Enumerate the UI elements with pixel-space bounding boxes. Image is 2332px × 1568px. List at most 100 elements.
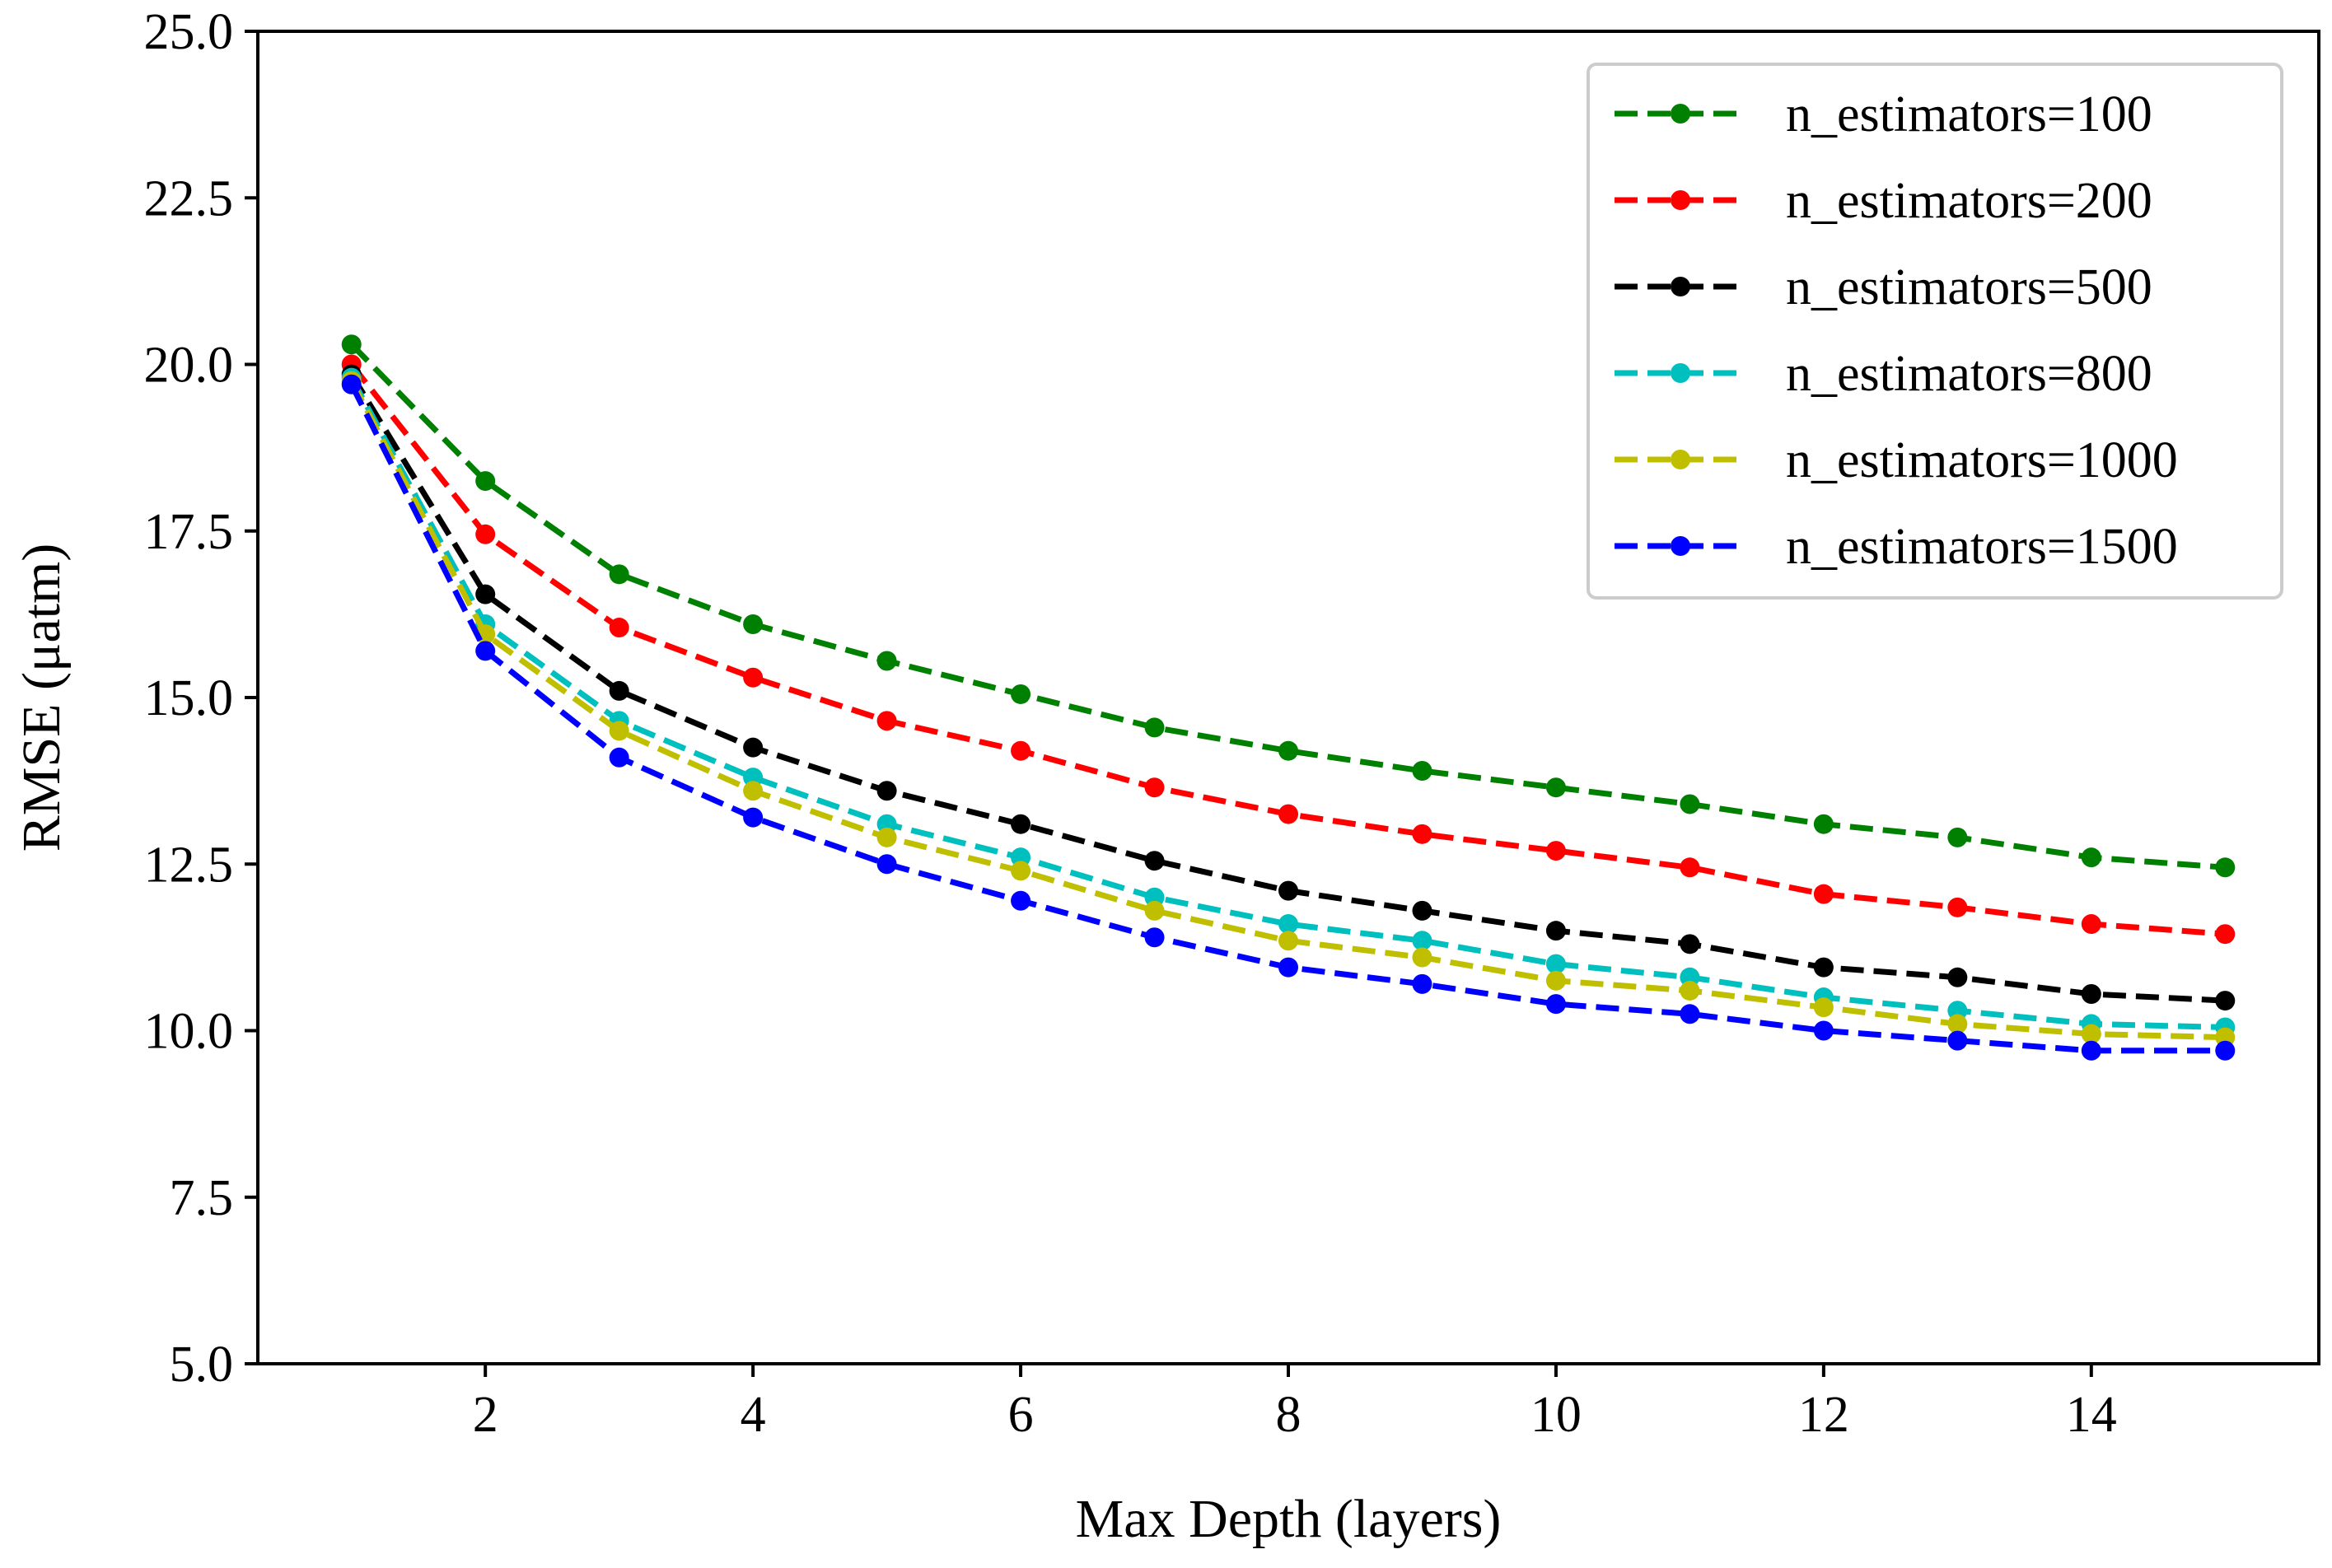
data-point [876, 651, 897, 671]
y-axis-label: RMSE (μatm) [12, 544, 72, 852]
data-point [341, 374, 362, 394]
data-point [2215, 991, 2236, 1011]
data-point [1680, 1004, 1700, 1024]
data-point [1011, 740, 1031, 761]
data-point [1144, 851, 1165, 871]
data-point [2081, 984, 2101, 1005]
data-point [1278, 740, 1298, 761]
data-point [876, 781, 897, 801]
data-point [743, 614, 764, 635]
data-point [1680, 934, 1700, 954]
legend-marker [1671, 277, 1690, 296]
data-point [1680, 980, 1700, 1001]
data-point [2081, 1024, 2101, 1044]
data-point [2081, 1040, 2101, 1061]
y-axis-ticks: 5.0 7.5 10.0 12.5 15.0 17.5 20.0 22.5 25.0 [144, 4, 258, 1393]
y-tick-label: 22.5 [144, 170, 234, 226]
legend-marker [1671, 450, 1690, 469]
data-point [1545, 921, 1566, 941]
legend-label: n_estimators=100 [1786, 86, 2152, 142]
legend-label: n_estimators=1500 [1786, 519, 2178, 575]
legend-marker [1671, 104, 1690, 124]
data-point [2215, 1040, 2236, 1061]
data-point [1144, 900, 1165, 921]
data-point [1412, 947, 1432, 968]
data-point [1278, 957, 1298, 978]
y-tick-label: 25.0 [144, 4, 234, 60]
data-point [876, 711, 897, 731]
data-point [1680, 794, 1700, 814]
data-point [1813, 957, 1834, 978]
x-tick-label: 10 [1531, 1387, 1582, 1443]
data-point [475, 641, 496, 661]
data-point [743, 737, 764, 758]
x-tick-label: 14 [2066, 1387, 2117, 1443]
data-point [1412, 900, 1432, 921]
data-point [609, 564, 629, 585]
y-tick-label: 20.0 [144, 338, 234, 394]
data-point [1412, 760, 1432, 781]
legend: n_estimators=100 n_estimators=200 n_estima… [1587, 63, 2283, 600]
data-point [1947, 1030, 1968, 1051]
data-point [475, 584, 496, 604]
y-tick-label: 10.0 [144, 1004, 234, 1060]
x-tick-label: 8 [1276, 1387, 1302, 1443]
legend-label: n_estimators=200 [1786, 173, 2152, 229]
data-point [1144, 927, 1165, 948]
data-point [1412, 824, 1432, 844]
data-point [1144, 777, 1165, 798]
series-5 [341, 374, 2236, 1061]
data-point [1011, 684, 1031, 704]
legend-entry: n_estimators=1500 [1615, 519, 2178, 575]
data-point [1144, 717, 1165, 738]
data-point [1545, 777, 1566, 798]
data-point [1278, 804, 1298, 824]
data-point [475, 471, 496, 492]
data-point [1011, 890, 1031, 911]
data-point [876, 854, 897, 875]
data-point [2081, 847, 2101, 868]
data-point [2081, 914, 2101, 935]
data-point [609, 618, 629, 638]
data-point [1947, 1014, 1968, 1034]
data-point [1680, 857, 1700, 878]
legend-label: n_estimators=1000 [1786, 432, 2178, 488]
x-tick-label: 4 [741, 1387, 766, 1443]
y-tick-label: 7.5 [170, 1170, 234, 1226]
y-tick-label: 12.5 [144, 837, 234, 893]
data-point [1011, 814, 1031, 834]
x-axis-ticks: 2 4 6 8 10 12 14 [473, 1364, 2117, 1443]
data-point [1947, 967, 1968, 987]
data-point [1545, 970, 1566, 991]
legend-marker [1671, 190, 1690, 210]
data-point [341, 334, 362, 355]
data-point [2215, 924, 2236, 945]
data-point [1278, 931, 1298, 951]
legend-entry: n_estimators=1000 [1615, 432, 2178, 488]
data-point [1412, 931, 1432, 951]
legend-entry: n_estimators=200 [1615, 173, 2152, 229]
y-tick-label: 15.0 [144, 670, 234, 726]
data-point [475, 524, 496, 544]
data-point [1278, 914, 1298, 935]
data-point [1947, 897, 1968, 917]
legend-box [1587, 63, 2283, 600]
data-point [2215, 857, 2236, 878]
series-line [349, 342, 2226, 870]
data-point [743, 781, 764, 801]
series-1 [341, 354, 2236, 945]
data-point [1412, 973, 1432, 994]
data-point [1813, 997, 1834, 1018]
series-0 [341, 334, 2236, 878]
data-point [1813, 884, 1834, 904]
x-tick-label: 2 [473, 1387, 498, 1443]
data-point [1278, 880, 1298, 901]
data-point [743, 807, 764, 828]
series-layer [341, 334, 2236, 1061]
data-point [609, 680, 629, 701]
legend-label: n_estimators=500 [1786, 259, 2152, 315]
legend-marker [1671, 363, 1690, 383]
data-point [609, 747, 629, 768]
legend-entry: n_estimators=100 [1615, 86, 2152, 142]
